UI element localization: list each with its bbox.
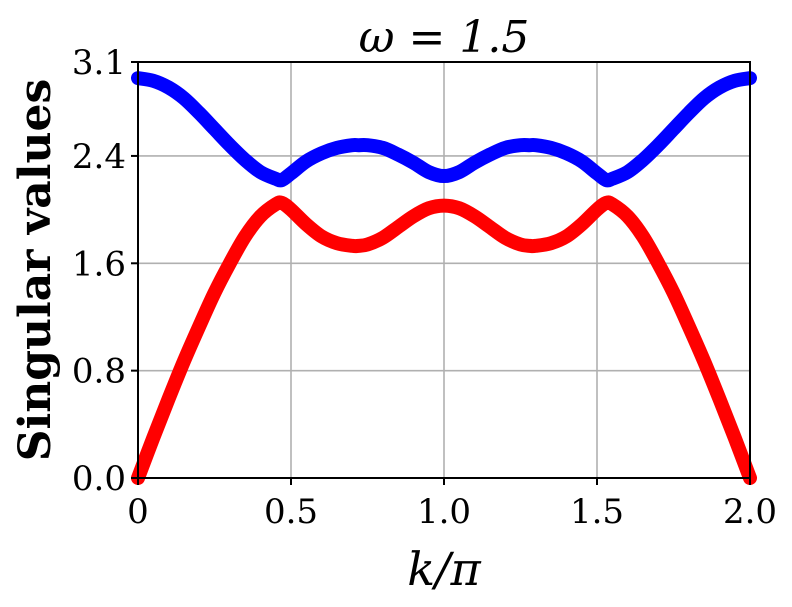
- x-axis-label: k/π: [407, 542, 481, 596]
- y-axis-label: Singular values: [10, 79, 61, 462]
- x-tick-label: 0: [127, 492, 149, 532]
- x-tick-label: 0.5: [264, 492, 318, 532]
- x-tick-label: 1.0: [417, 492, 471, 532]
- x-tick-label: 1.5: [570, 492, 624, 532]
- x-tick-label: 2.0: [723, 492, 777, 532]
- series-line-red: [131, 195, 757, 485]
- series-layer: [131, 71, 757, 485]
- chart-title: ω = 1.5: [359, 12, 530, 63]
- y-tick-label: 2.4: [72, 137, 126, 177]
- y-tick-label: 0.8: [72, 352, 126, 392]
- series-line-blue: [131, 71, 757, 188]
- y-tick-label: 1.6: [72, 244, 126, 284]
- y-tick-label: 3.1: [72, 43, 126, 83]
- ticks: 0 0.5 1.0 1.5 2.0 0.0 0.8 1.6 2.4 3.1: [72, 43, 777, 532]
- y-tick-label: 0.0: [72, 459, 126, 499]
